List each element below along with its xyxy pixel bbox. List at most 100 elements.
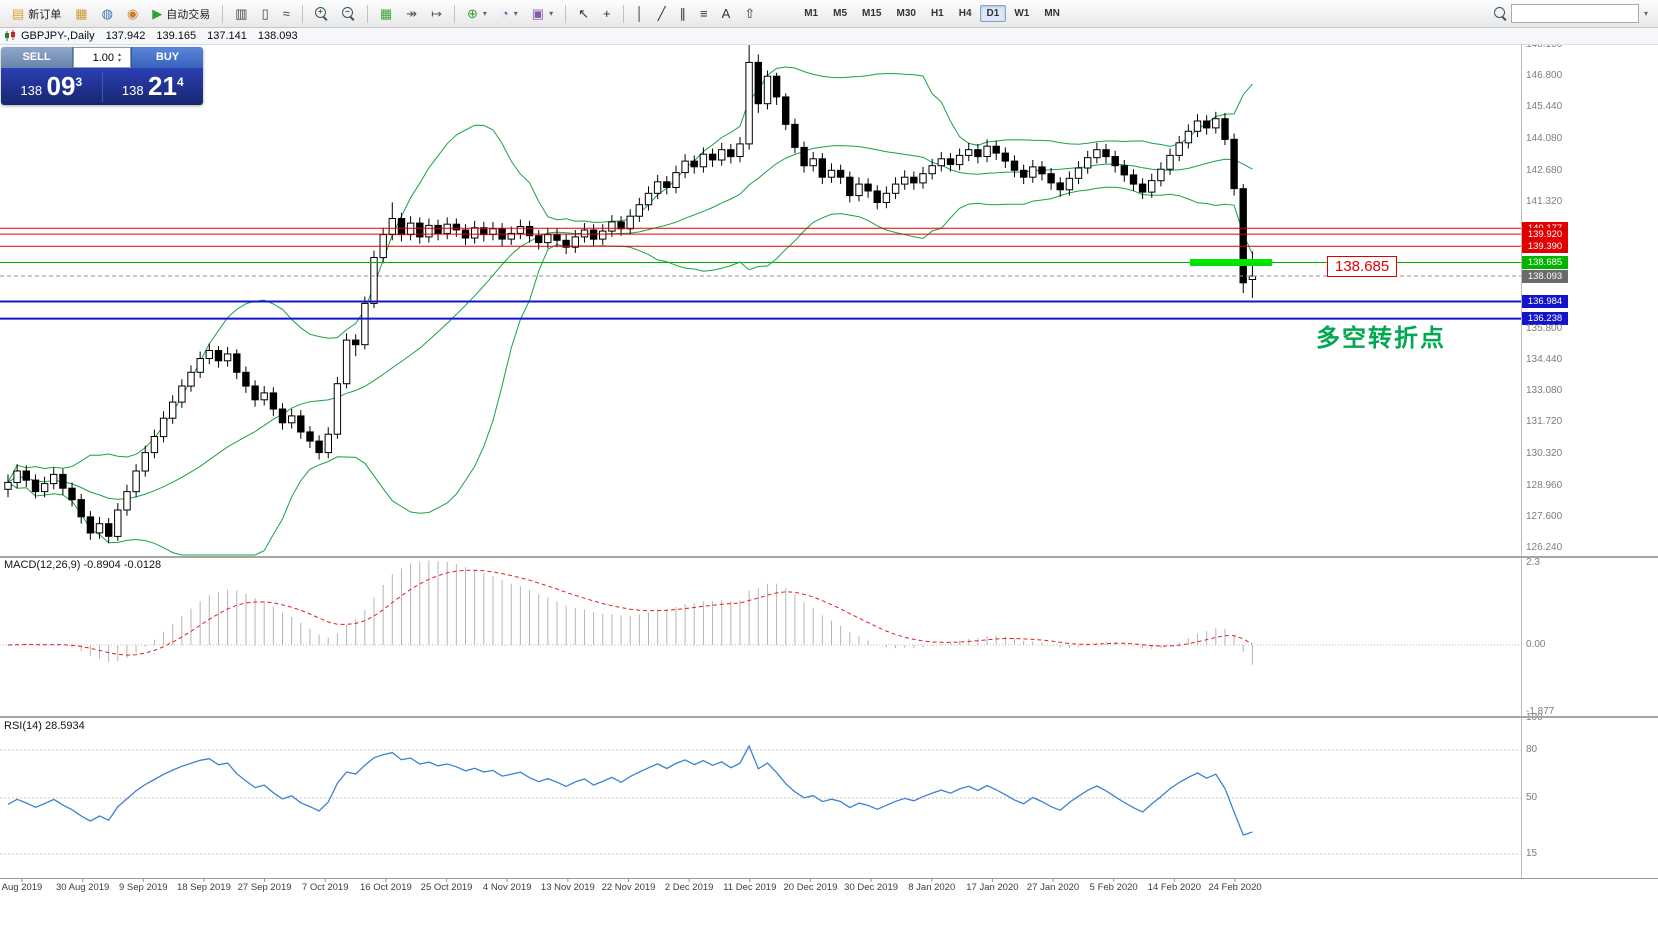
time-axis-label: 9 Sep 2019 xyxy=(118,882,168,893)
time-axis-label: Aug 2019 xyxy=(1,882,43,893)
timeframe-h1[interactable]: H1 xyxy=(930,8,944,19)
pivot-highlight-segment[interactable] xyxy=(1190,259,1272,266)
price-axis-label: 130.320 xyxy=(1526,448,1563,460)
timeframe-m5[interactable]: M5 xyxy=(833,8,848,19)
price-axis-label: 126.240 xyxy=(1526,542,1563,554)
cursor-icon: ↖ xyxy=(578,6,589,21)
support-line-1-axis-label: 136.984 xyxy=(1522,294,1568,308)
auto-scroll-icon[interactable]: ↠ xyxy=(400,2,423,26)
price-axis-label: 128.960 xyxy=(1526,479,1563,491)
ohlc-low: 137.141 xyxy=(207,30,247,42)
arrows-icon: ⇧ xyxy=(744,6,756,21)
alerts-icon[interactable]: ◉ xyxy=(121,2,144,26)
search-input[interactable] xyxy=(1510,4,1639,23)
autotrading-icon: ▶ xyxy=(152,6,163,21)
candlestick-chart-icon[interactable]: ▯ xyxy=(256,2,275,26)
zoom-out-icon[interactable]: − xyxy=(336,2,361,26)
sell-price[interactable]: 138 093 xyxy=(20,71,83,101)
channel-icon[interactable]: ∥ xyxy=(674,2,693,26)
buy-price[interactable]: 138 214 xyxy=(121,71,184,101)
fibonacci-icon: ≡ xyxy=(700,6,708,21)
chart-shift-icon[interactable]: ↦ xyxy=(425,2,448,26)
price-axis-label: 145.440 xyxy=(1526,101,1563,113)
time-axis-label: 14 Feb 2020 xyxy=(1147,882,1202,893)
pivot-line-axis-label: 138.685 xyxy=(1522,255,1568,269)
auto-scroll-icon: ↠ xyxy=(406,6,418,21)
new-order-button[interactable]: ▤ 新订单 xyxy=(12,6,62,21)
cursor-icon[interactable]: ↖ xyxy=(572,2,595,26)
text-icon[interactable]: A xyxy=(716,2,737,26)
time-axis-label: 30 Aug 2019 xyxy=(55,882,110,893)
one-click-trading-panel: SELL ▴ ▾ BUY 138 093 138 214 xyxy=(1,47,203,105)
macd-histogram xyxy=(16,560,1253,665)
time-axis-label: 27 Sep 2019 xyxy=(237,882,292,893)
pivot-note-text[interactable]: 多空转折点 xyxy=(1316,325,1446,352)
periods-button[interactable]: ◔ ▾ xyxy=(500,6,518,21)
resistance-line-2-axis-label: 139.920 xyxy=(1522,227,1568,241)
search-dropdown-icon[interactable]: ▾ xyxy=(1643,9,1648,18)
ohlc-open: 137.942 xyxy=(105,30,146,42)
charts-grid-icon[interactable]: ▦ xyxy=(69,2,93,26)
volume-up-button[interactable]: ▴ xyxy=(118,51,122,58)
vertical-line-icon[interactable]: │ xyxy=(630,2,650,26)
volume-down-button[interactable]: ▾ xyxy=(118,57,122,64)
buy-button[interactable]: BUY xyxy=(131,47,203,68)
indicators-button[interactable]: ⊕ ▾ xyxy=(466,6,487,21)
line-chart-icon[interactable]: ≈ xyxy=(277,2,296,26)
price-axis-border xyxy=(1521,45,1522,878)
templates-icon: ▣ xyxy=(531,6,545,21)
timeframe-mn[interactable]: MN xyxy=(1044,8,1060,19)
zoom-in-icon[interactable]: + xyxy=(309,2,334,26)
pane-separator-rsi[interactable] xyxy=(0,716,1658,718)
rsi-scale-label: 15 xyxy=(1526,848,1538,859)
bar-chart-icon[interactable]: ▥ xyxy=(229,2,253,26)
trendline-icon[interactable]: ╱ xyxy=(652,2,672,26)
volume-field: ▴ ▾ xyxy=(73,47,131,68)
vertical-line-icon: │ xyxy=(635,6,644,21)
chart-title-bar: GBPJPY-,Daily 137.942 139.165 137.141 13… xyxy=(0,28,1658,45)
volume-input[interactable] xyxy=(74,50,116,65)
new-order-icon: ▤ xyxy=(12,6,25,21)
arrows-icon[interactable]: ⇧ xyxy=(738,2,761,26)
rsi-scale-label: 80 xyxy=(1526,744,1538,755)
time-axis-label: 4 Nov 2019 xyxy=(482,882,532,893)
timeframe-m15[interactable]: M15 xyxy=(862,8,882,19)
time-axis-label: 16 Oct 2019 xyxy=(360,882,412,893)
time-axis-label: 7 Oct 2019 xyxy=(302,882,349,893)
trendline-icon: ╱ xyxy=(657,6,666,21)
time-axis-label: 25 Oct 2019 xyxy=(420,882,473,893)
crosshair-icon[interactable]: + xyxy=(597,2,617,26)
price-axis-label: 127.600 xyxy=(1526,510,1563,522)
timeframe-d1[interactable]: D1 xyxy=(979,5,1007,22)
candlestick-series xyxy=(4,45,1257,544)
toolbar-separator xyxy=(301,4,303,23)
periods-icon: ◔ xyxy=(500,6,509,21)
price-axis-label: 133.080 xyxy=(1526,385,1563,397)
autotrading-button[interactable]: ▶ 自动交易 xyxy=(152,6,211,21)
macd-scale-label: -1.877 xyxy=(1526,705,1555,717)
tile-windows-icon: ▦ xyxy=(379,6,393,21)
templates-button[interactable]: ▣ ▾ xyxy=(531,6,554,21)
timeframe-w1[interactable]: W1 xyxy=(1014,8,1030,19)
time-axis-label: 20 Dec 2019 xyxy=(783,882,838,893)
price-callout-label[interactable]: 138.685 xyxy=(1327,256,1398,277)
channel-icon: ∥ xyxy=(679,6,687,21)
timeframe-m1[interactable]: M1 xyxy=(804,8,819,19)
rsi-line xyxy=(7,744,1253,836)
pane-separator-macd[interactable] xyxy=(0,556,1658,558)
price-axis-label: 146.800 xyxy=(1526,70,1563,82)
time-axis-border xyxy=(0,878,1658,879)
macd-signal-line xyxy=(7,569,1253,656)
timeframe-h4[interactable]: H4 xyxy=(958,8,972,19)
profiles-icon[interactable]: ◍ xyxy=(96,2,119,26)
search-area: ▾ xyxy=(1493,4,1652,23)
support-line-2-axis-label: 136.238 xyxy=(1522,312,1568,326)
toolbar-separator xyxy=(222,4,224,23)
tile-windows-icon[interactable]: ▦ xyxy=(374,2,398,26)
fibonacci-icon[interactable]: ≡ xyxy=(694,2,714,26)
time-axis-label: 5 Feb 2020 xyxy=(1089,882,1138,893)
sell-button[interactable]: SELL xyxy=(1,47,73,68)
timeframe-m30[interactable]: M30 xyxy=(896,8,916,19)
